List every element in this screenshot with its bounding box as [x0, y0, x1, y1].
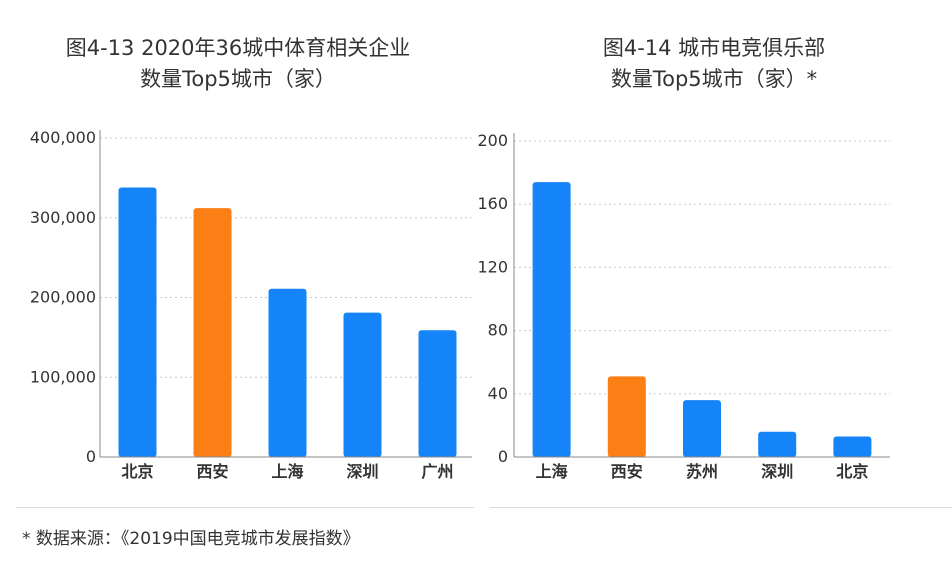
chart-title-right-line-2: 数量Top5城市（家）* — [610, 67, 818, 91]
chart-title-right-line-1: 图4-14 城市电竞俱乐部 — [602, 36, 826, 60]
footnote-source: * 数据来源：《2019中国电竞城市发展指数》 — [22, 529, 360, 549]
y-tick-label: 200,000 — [30, 288, 96, 307]
x-tick-label: 北京 — [836, 462, 868, 481]
chart-title-left: 图4-13 2020年36城中体育相关企业 数量Top5城市（家） — [0, 33, 476, 95]
y-tick-label: 0 — [498, 447, 508, 466]
bar-西安 — [607, 376, 646, 457]
bar-深圳 — [758, 431, 797, 457]
bar-苏州 — [683, 400, 721, 457]
x-tick-label: 上海 — [536, 462, 568, 481]
chart-title-left-line-2: 数量Top5城市（家） — [140, 67, 336, 91]
bar-广州 — [418, 330, 457, 457]
x-tick-label: 北京 — [121, 462, 153, 481]
x-tick-label: 深圳 — [761, 462, 793, 481]
y-tick-label: 40 — [488, 384, 508, 403]
chart-title-right: 图4-14 城市电竞俱乐部 数量Top5城市（家）* — [476, 33, 952, 95]
x-tick-label: 西安 — [611, 462, 643, 481]
y-tick-label: 80 — [488, 321, 508, 340]
x-tick-label: 苏州 — [686, 462, 718, 481]
bar-上海 — [268, 288, 307, 457]
bar-北京 — [118, 187, 157, 457]
divider-left — [16, 507, 474, 508]
y-tick-label: 400,000 — [30, 128, 96, 147]
bar-chart-right: 0 40 80 120 160 200 上海 西安 苏州 深圳 北京 — [477, 131, 890, 481]
y-tick-label: 200 — [477, 131, 508, 150]
y-tick-label: 120 — [477, 257, 508, 276]
divider-right — [490, 507, 952, 508]
bar-上海 — [532, 182, 571, 457]
y-tick-label: 100,000 — [30, 367, 96, 386]
x-tick-label: 广州 — [421, 462, 453, 481]
x-tick-label: 深圳 — [346, 462, 378, 481]
bar-西安 — [193, 208, 232, 457]
x-tick-label: 上海 — [271, 462, 303, 481]
bar-chart-left: 0 100,000 200,000 300,000 400,000 北京 西安 上海 深圳 广州 — [30, 128, 472, 481]
bar-北京 — [833, 436, 872, 457]
y-tick-label: 300,000 — [30, 208, 96, 227]
x-tick-label: 西安 — [196, 462, 228, 481]
y-tick-label: 0 — [86, 447, 96, 466]
bar-深圳 — [343, 312, 382, 457]
y-tick-label: 160 — [477, 194, 508, 213]
chart-title-left-line-1: 图4-13 2020年36城中体育相关企业 — [65, 36, 411, 60]
